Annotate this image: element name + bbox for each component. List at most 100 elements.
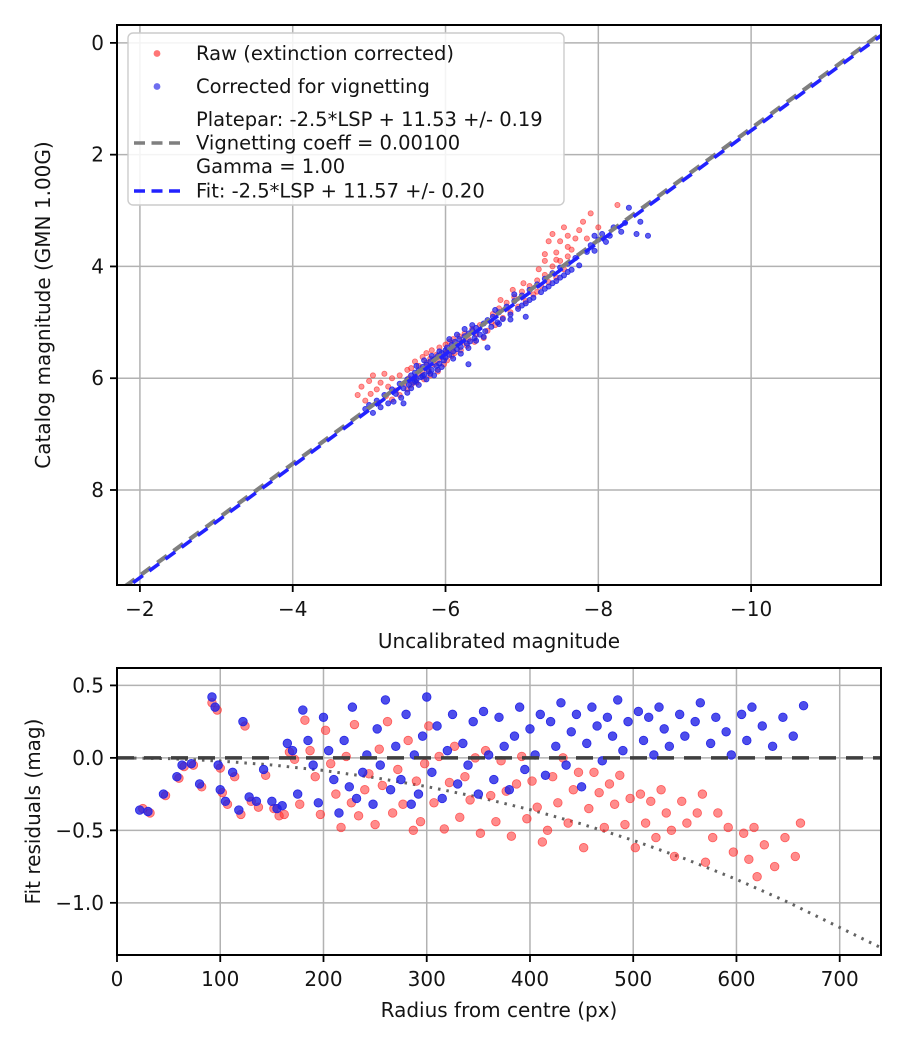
corrected-point: [453, 331, 460, 338]
raw-point: [578, 843, 589, 853]
corrected-point: [602, 712, 613, 722]
corrected-point: [492, 307, 499, 314]
corrected-point: [415, 381, 422, 388]
corrected-point: [398, 394, 405, 401]
corrected-point: [654, 702, 664, 712]
corrected-point: [564, 269, 571, 276]
raw-point: [415, 816, 426, 827]
corrected-point: [344, 782, 354, 792]
legend-label: Corrected for vignetting: [196, 75, 430, 98]
raw-point: [677, 796, 687, 807]
corrected-point: [369, 409, 376, 416]
corrected-point: [413, 789, 424, 799]
corrected-point: [489, 774, 499, 785]
top-chart: −2 −4 −6 −8 −10 0 2 4 6 8 Uncalibrated magnitude Ca…: [31, 24, 882, 653]
x-tick-label: 600: [717, 967, 755, 991]
corrected-point: [450, 355, 457, 362]
corrected-point: [234, 805, 244, 815]
raw-point: [584, 803, 594, 814]
raw-point: [564, 232, 571, 239]
corrected-point: [613, 695, 623, 705]
corrected-point: [282, 738, 293, 749]
raw-point: [545, 238, 552, 245]
raw-point: [370, 819, 380, 830]
corrected-point: [215, 785, 225, 795]
raw-point: [604, 779, 615, 789]
corrected-point: [213, 760, 223, 770]
corrected-point: [313, 798, 324, 808]
raw-point: [595, 224, 602, 231]
corrected-point: [220, 796, 231, 807]
raw-point: [411, 776, 422, 786]
raw-point: [738, 828, 749, 838]
corrected-point: [618, 745, 628, 756]
x-tick-label: 100: [201, 967, 239, 991]
raw-point: [279, 809, 289, 820]
raw-point: [640, 818, 651, 828]
corrected-point: [767, 741, 778, 751]
top-axes-frame: [116, 24, 882, 586]
raw-point: [661, 808, 671, 818]
raw-point: [535, 266, 542, 273]
x-tick-label: 400: [511, 967, 549, 991]
corrected-point: [664, 741, 675, 751]
corrected-point: [427, 767, 437, 778]
raw-point: [587, 210, 594, 217]
raw-point: [349, 719, 360, 730]
corrected-point: [690, 716, 700, 727]
raw-point: [744, 854, 754, 865]
bottom-series-corrected: [135, 692, 809, 818]
raw-point: [396, 372, 403, 379]
corrected-point: [339, 735, 349, 746]
corrected-point: [428, 352, 435, 359]
raw-point: [310, 772, 320, 782]
corrected-point: [649, 750, 659, 760]
corrected-point: [494, 712, 504, 722]
raw-point: [353, 811, 364, 821]
raw-point: [553, 249, 560, 256]
top-x-ticks: −2 −4 −6 −8 −10: [125, 585, 772, 621]
y-tick-label: 0: [91, 31, 104, 55]
raw-point: [331, 789, 341, 799]
bottom-y-ticks: 0.5 0.0 −0.5 −1.0: [55, 673, 117, 915]
corrected-point: [351, 793, 362, 804]
corrected-point: [711, 712, 721, 722]
raw-point: [367, 390, 374, 397]
raw-point: [429, 798, 439, 808]
raw-point: [424, 721, 434, 731]
raw-point: [580, 218, 587, 225]
corrected-point: [747, 702, 757, 712]
corrected-point: [556, 698, 566, 708]
raw-point: [532, 802, 542, 812]
raw-point: [295, 799, 305, 809]
raw-point: [700, 857, 711, 867]
corrected-point: [303, 735, 313, 746]
raw-point: [553, 256, 560, 263]
corrected-point: [390, 398, 397, 405]
corrected-point: [778, 712, 788, 722]
corrected-point: [329, 774, 339, 785]
corrected-point: [298, 705, 308, 715]
corrected-point: [480, 333, 487, 340]
legend-label: Raw (extinction corrected): [196, 42, 454, 65]
corrected-point: [591, 247, 598, 254]
raw-point: [366, 378, 373, 385]
raw-point: [506, 831, 517, 841]
raw-point: [419, 758, 430, 769]
corrected-point: [385, 785, 396, 795]
legend-label: Platepar: -2.5*LSP + 11.53 +/- 0.19: [196, 108, 543, 131]
corrected-point: [637, 218, 644, 225]
corrected-point: [267, 796, 277, 807]
raw-point: [557, 238, 564, 245]
corrected-point: [541, 285, 548, 292]
corrected-point: [540, 770, 551, 780]
corrected-point: [194, 779, 205, 789]
raw-point: [549, 231, 556, 238]
corrected-point: [406, 799, 416, 809]
corrected-point: [413, 362, 420, 369]
corrected-point: [566, 727, 576, 737]
corrected-point: [495, 321, 502, 328]
raw-point: [497, 296, 504, 303]
raw-point: [408, 365, 415, 372]
